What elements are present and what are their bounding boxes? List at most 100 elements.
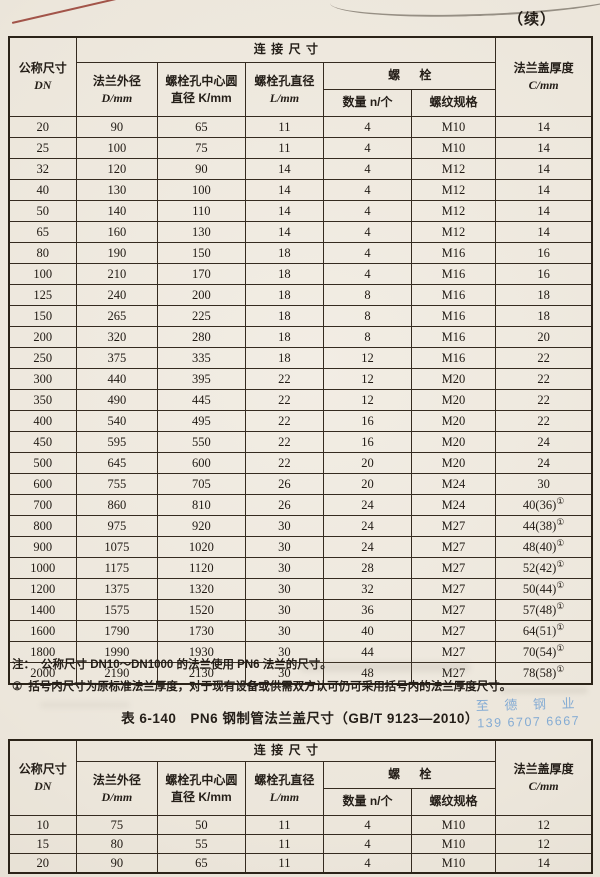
note-ref-mark: ① [556, 516, 565, 527]
note-ref-mark: ① [556, 642, 565, 653]
table-row: 40 130 100 14 4 M12 14 [8, 179, 593, 201]
value-cell: M16 [410, 305, 497, 327]
value-cell: 18 [244, 347, 325, 369]
table-row: 1800 1990 1930 30 44 M27 70(54)① [8, 641, 593, 663]
col-header-bolt-circle: 螺栓孔中心圆 直径 K/mm [157, 62, 246, 117]
value-cell: M27 [410, 620, 497, 642]
value-cell: M10 [410, 834, 497, 854]
table1-header: 公称尺寸 DN 连接尺寸 法兰盖厚度 C/mm 法兰外径 D/mm 螺栓孔中心圆… [8, 36, 593, 117]
value-cell: 30 [244, 536, 325, 558]
value-cell: 24 [323, 515, 412, 537]
value-cell: 395 [157, 368, 246, 390]
value-cell: 30 [244, 578, 325, 600]
value-cell: 645 [75, 452, 159, 474]
value-cell: 280 [157, 326, 246, 348]
value-cell: 16 [323, 410, 412, 432]
value-cell: 48(40)① [495, 536, 593, 558]
header-unit: C/mm [528, 78, 559, 92]
value-cell: M16 [410, 263, 497, 285]
value-cell: 78(58)① [495, 662, 593, 685]
note-text: 括号内尺寸为原标准法兰厚度，对于现有设备或供需双方认可仍可采用括号内的法兰厚度尺… [28, 680, 512, 693]
value-cell: 8 [323, 326, 412, 348]
value-cell: 1375 [75, 578, 159, 600]
header-unit: DN [34, 779, 52, 793]
table-row: 20 90 65 11 4 M10 14 [8, 853, 593, 874]
col-header-bolt-hole-dia: 螺栓孔直径 L/mm [244, 761, 325, 816]
header-label: 法兰外径 [92, 73, 141, 88]
value-cell: 2190 [75, 662, 159, 685]
value-cell: 18 [244, 263, 325, 285]
value-cell: 44(38)① [495, 515, 593, 537]
value-cell: 22 [495, 347, 593, 369]
header-unit: 直径 K/mm [171, 789, 232, 804]
value-cell: 24 [495, 431, 593, 453]
value-cell: 210 [75, 263, 159, 285]
value-cell: 30 [495, 473, 593, 495]
value-cell: 28 [323, 557, 412, 579]
value-cell: 14 [244, 179, 325, 201]
dn-cell: 250 [8, 347, 77, 369]
value-cell: 190 [75, 242, 159, 264]
table-row: 125 240 200 18 8 M16 18 [8, 284, 593, 306]
dn-cell: 800 [8, 515, 77, 537]
value-cell: 550 [157, 431, 246, 453]
pn6-flange-dimensions-table: 公称尺寸 DN 连接尺寸 法兰盖厚度 C/mm 法兰外径 D/mm 螺栓孔中心圆… [8, 36, 593, 685]
value-cell: 4 [323, 137, 412, 159]
value-cell: 14 [244, 158, 325, 180]
value-cell: M27 [410, 578, 497, 600]
table-row: 1600 1790 1730 30 40 M27 64(51)① [8, 620, 593, 642]
value-cell: M12 [410, 221, 497, 243]
col-header-bolt-qty: 数量 n/个 [323, 788, 412, 816]
value-cell: 57(48)① [495, 599, 593, 621]
value-cell: 12 [495, 834, 593, 854]
col-header-bolt-circle: 螺栓孔中心圆 直径 K/mm [157, 761, 246, 816]
value-cell: 24 [323, 536, 412, 558]
scan-smudge [40, 702, 130, 708]
value-cell: 90 [75, 116, 159, 138]
value-cell: 1790 [75, 620, 159, 642]
col-header-connection-dims: 连接尺寸 [75, 36, 497, 63]
note-1: 注： 公称尺寸 DN10～DN1000 的法兰使用 PN6 法兰的尺寸。 [12, 659, 588, 673]
table-row: 25 100 75 11 4 M10 14 [8, 137, 593, 159]
dn-cell: 125 [8, 284, 77, 306]
value-cell: M27 [410, 641, 497, 663]
value-cell: 14 [495, 853, 593, 874]
value-cell: 150 [157, 242, 246, 264]
value-cell: 22 [495, 368, 593, 390]
value-cell: 75 [157, 137, 246, 159]
value-cell: 44 [323, 641, 412, 663]
value-cell: 40 [323, 620, 412, 642]
value-cell: M16 [410, 242, 497, 264]
note-ref-mark: ① [556, 558, 565, 569]
value-cell: 140 [75, 200, 159, 222]
dn-cell: 10 [8, 815, 77, 835]
col-header-bolt-qty: 数量 n/个 [323, 89, 412, 117]
value-cell: 8 [323, 284, 412, 306]
dn-cell: 1400 [8, 599, 77, 621]
value-cell: 1320 [157, 578, 246, 600]
header-label: 法兰盖厚度 [513, 762, 574, 777]
col-header-cover-thickness: 法兰盖厚度 C/mm [495, 36, 593, 117]
value-cell: 11 [244, 116, 325, 138]
col-header-cover-thickness: 法兰盖厚度 C/mm [495, 739, 593, 816]
value-cell: 14 [495, 137, 593, 159]
value-cell: 2130 [157, 662, 246, 685]
header-label: 螺栓孔直径 [254, 73, 315, 88]
value-cell: 12 [495, 815, 593, 835]
value-cell: 22 [244, 389, 325, 411]
pn6-cover-table-body: 10 75 50 11 4 M10 12 15 80 55 11 4 M10 12 20 90 65 11 4 M10… [8, 815, 593, 874]
value-cell: 24 [323, 494, 412, 516]
value-cell: M27 [410, 557, 497, 579]
value-cell: 240 [75, 284, 159, 306]
value-cell: M12 [410, 200, 497, 222]
value-cell: 860 [75, 494, 159, 516]
value-cell: M24 [410, 473, 497, 495]
dn-cell: 2000 [8, 662, 77, 685]
dn-cell: 400 [8, 410, 77, 432]
value-cell: M20 [410, 452, 497, 474]
col-header-nominal-size: 公称尺寸 DN [8, 36, 77, 117]
value-cell: 32 [323, 578, 412, 600]
header-unit: DN [34, 78, 52, 92]
header-label: 法兰盖厚度 [513, 61, 574, 76]
dn-cell: 150 [8, 305, 77, 327]
